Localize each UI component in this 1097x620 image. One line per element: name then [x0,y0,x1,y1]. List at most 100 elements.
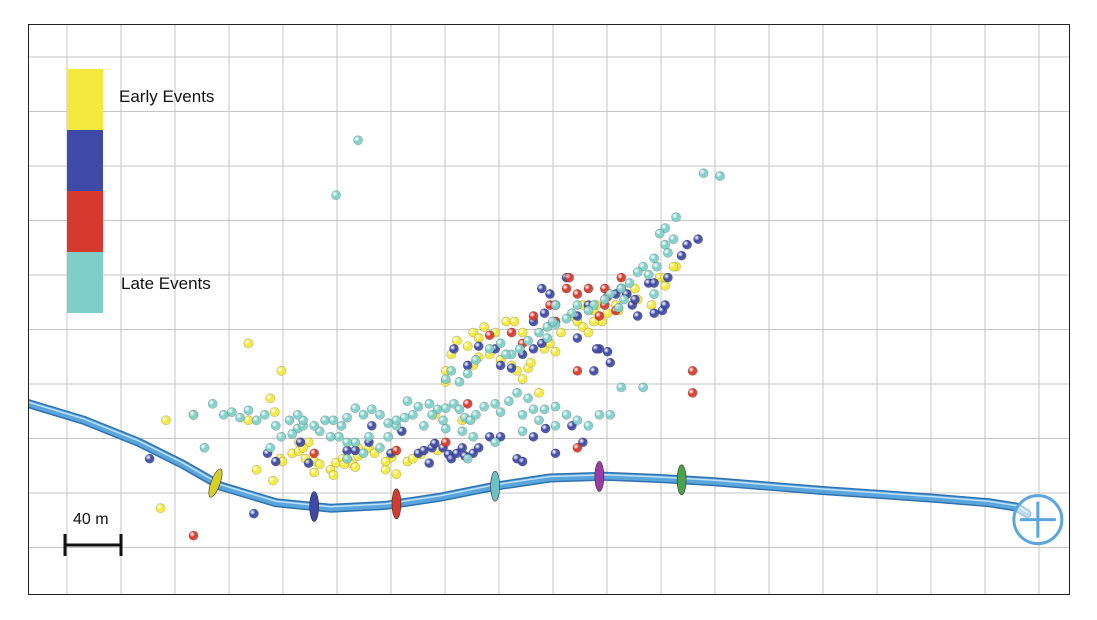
event-point-late [468,431,479,442]
event-point-late [660,239,671,250]
event-point-late [358,409,369,420]
event-point-late [572,300,583,310]
event-point-mid_early [295,437,306,448]
event-point-late [698,168,709,179]
event-point-mid_early [495,360,506,371]
event-point-late [495,338,506,349]
legend-swatch-mid_early [67,130,103,191]
event-point-late [413,401,424,412]
event-point-late [251,415,262,426]
event-point-late [375,442,385,453]
event-point-mid_early [418,445,429,456]
event-point-late [619,294,629,305]
event-point-late [624,278,635,288]
event-point-late [613,302,624,313]
event-point-late [438,415,448,426]
event-point-late [501,349,511,360]
event-point-mid_early [550,448,561,459]
event-point-mid_early [630,294,640,305]
event-point-early [660,280,671,291]
event-point-late [207,398,218,409]
event-point-late [638,382,649,393]
event-point-late [309,420,320,431]
event-point-late [542,333,553,343]
event-point-mid_late [616,272,627,283]
event-point-late [342,412,352,423]
event-point-mid_early [248,508,259,519]
event-point-late [331,190,341,201]
event-point-late [276,431,287,442]
event-point-early [243,415,254,426]
event-point-late [218,409,229,420]
event-point-late [440,374,451,384]
event-point-late [539,404,550,415]
event-point-late [457,426,468,437]
event-point-mid_late [572,289,583,299]
event-point-early [314,459,325,470]
event-point-mid_early [663,272,673,283]
event-point-mid_late [309,448,320,459]
event-point-mid_early [660,300,671,310]
event-point-early [556,327,566,338]
legend-label-late: Late Events [121,274,211,293]
event-point-late [512,387,522,398]
event-point-mid_early [528,343,539,354]
legend-swatch-late [67,252,103,313]
event-point-late [333,431,344,442]
event-point-early [391,469,402,479]
event-point-early [328,470,339,481]
event-point-late [523,335,533,346]
event-point-early [161,415,171,426]
event-point-late [514,343,525,354]
event-point-mid_early [528,431,539,442]
event-point-mid_early [424,458,435,468]
event-point-late [418,420,429,431]
event-point-early [276,365,287,376]
event-point-late [479,401,490,412]
well-path [29,400,1031,517]
event-point-late [328,415,339,426]
event-point-late [320,415,330,426]
event-point-late [550,420,561,431]
event-point-mid_early [536,283,547,294]
event-point-late [270,420,281,431]
event-point-late [550,300,561,310]
event-point-late [583,420,594,431]
event-point-late [366,404,377,415]
event-point-late [534,415,544,426]
event-point-late [671,212,681,223]
event-point-mid_late [391,445,402,456]
event-point-mid_early [649,278,660,288]
event-point-early [517,327,528,338]
scale-bar-label: 40 m [73,511,109,528]
event-point-late [462,453,473,464]
stage-marker-4 [490,470,500,502]
event-point-early [268,475,278,486]
event-point-early [269,407,280,417]
event-point-late [561,409,572,420]
event-point-late [583,305,594,316]
event-point-late [484,343,495,354]
event-point-late [654,228,665,239]
event-point-early [479,322,490,332]
event-point-early [243,338,254,349]
event-point-early [525,357,536,368]
event-point-late [517,409,528,420]
event-point-late [199,442,210,453]
event-point-late [188,409,199,420]
event-point-mid_early [682,239,692,250]
event-point-early [155,503,166,514]
event-point-late [336,420,347,431]
event-point-late [605,409,616,420]
event-point-late [350,437,361,448]
event-point-late [534,327,544,338]
event-point-late [325,431,336,442]
event-point-late [594,409,605,420]
event-point-mid_early [342,445,352,456]
event-point-late [572,415,583,426]
event-point-late [616,283,627,294]
event-point-late [243,405,254,416]
event-point-mid_late [440,437,451,448]
event-point-late [616,382,627,393]
event-point-mid_late [484,330,495,341]
